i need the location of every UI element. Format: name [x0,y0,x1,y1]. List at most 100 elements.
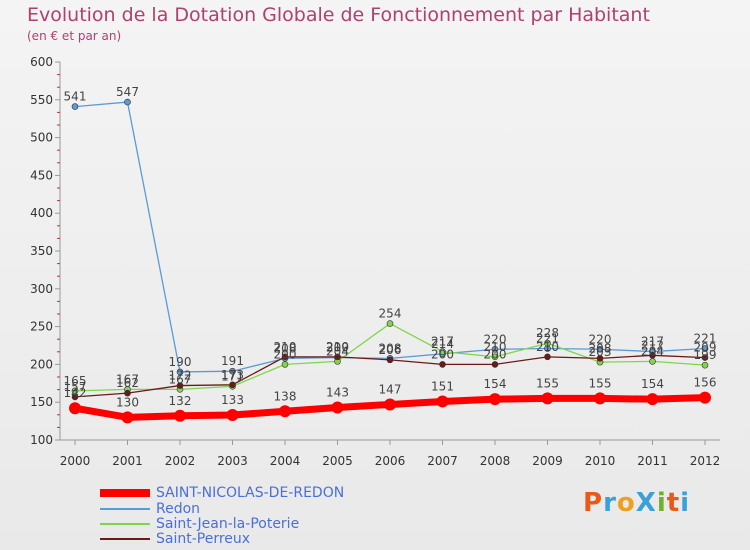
data-point [646,393,659,406]
logo-letter: i [680,488,691,518]
data-label: 154 [641,377,664,391]
data-label: 221 [694,332,717,346]
data-point [124,98,131,106]
data-point [229,367,236,375]
legend-item-saint-perreux[interactable]: Saint-Perreux [100,531,250,547]
chart-subtitle: (en € et par an) [27,29,122,43]
data-point [174,409,186,422]
logo-letter: i [656,488,667,518]
data-point [281,361,289,368]
y-tick-label: 300 [30,282,53,296]
legend-swatch [100,538,150,540]
data-label: 217 [641,335,664,349]
data-label: 209 [694,341,717,355]
data-point [384,398,396,411]
x-tick-label: 2006 [375,454,406,468]
data-point [596,355,604,362]
data-label: 142 [64,386,87,400]
data-point [701,354,709,361]
data-label: 208 [379,341,402,355]
x-tick-label: 2010 [585,454,616,468]
data-label: 220 [484,332,507,346]
proxiti-logo: ProXiti [583,488,690,518]
data-point [281,353,289,361]
chart-axes: 100 150 200 250 300 350 400 450 500 550 600 2000 200… [30,55,720,468]
data-point [226,409,239,422]
data-label: 190 [169,355,192,369]
logo-letter: t [666,488,681,518]
data-point [386,320,394,327]
x-tick-label: 2007 [427,454,458,468]
y-tick-label: 600 [30,55,53,69]
data-label: 547 [116,85,139,99]
data-point [331,401,344,414]
data-point [71,393,79,401]
x-tick-label: 2000 [60,454,91,468]
logo-letter: X [635,488,657,518]
data-point [544,353,551,361]
data-point [649,352,656,359]
data-label: 154 [484,377,507,391]
y-tick-label: 250 [30,320,53,334]
data-label: 210 [536,340,559,354]
x-tick-label: 2009 [532,454,563,468]
chart-title: Evolution de la Dotation Globale de Fonc… [27,4,650,26]
data-point [229,381,236,389]
data-point [489,393,501,406]
y-tick-label: 400 [30,206,53,220]
data-label: 162 [116,376,139,390]
data-label: 203 [589,345,612,359]
data-label: 210 [326,340,349,354]
data-point [491,345,499,353]
data-point [124,389,131,397]
chart-data-labels: 541 547 190 191 208 209 208 214 220 221 220 217 221 1… [64,85,717,409]
data-label: 199 [694,348,717,362]
data-label: 132 [169,394,192,408]
data-label: 173 [221,368,244,382]
data-label: 200 [274,347,297,361]
logo-letter: o [616,488,636,518]
data-point [596,345,604,353]
legend-label: SAINT-NICOLAS-DE-REDON [156,485,345,501]
legend-item-saint-jean-la-poterie[interactable]: Saint-Jean-la-Poterie [100,516,299,532]
data-label: 206 [379,343,402,357]
data-point [176,368,184,376]
logo-letter: r [603,488,617,518]
data-label: 209 [326,341,349,355]
data-point [649,358,656,365]
data-label: 217 [431,335,454,349]
data-label: 157 [64,380,87,394]
data-point [541,392,554,405]
legend-item-redon[interactable]: Redon [100,501,200,517]
data-point [594,392,606,405]
y-tick-label: 100 [30,433,53,447]
data-point [176,382,184,389]
data-label: 138 [274,389,297,403]
x-tick-label: 2011 [637,454,668,468]
data-label: 204 [326,344,349,358]
data-label: 214 [431,337,454,351]
data-label: 165 [64,374,87,388]
data-label: 191 [221,354,244,368]
legend-item-saint-nicolas-de-redon[interactable]: SAINT-NICOLAS-DE-REDON [100,485,344,501]
data-point [439,348,446,355]
legend-swatch [100,489,150,497]
data-label: 133 [221,393,244,407]
data-point [491,353,499,361]
data-label: 155 [589,376,612,390]
data-label: 143 [326,385,349,399]
y-tick-label: 150 [30,395,53,409]
legend-swatch [100,508,150,510]
y-tick-label: 200 [30,357,53,371]
data-label: 151 [431,379,454,393]
y-tick-label: 450 [30,168,53,182]
data-point [699,391,711,404]
data-label: 155 [536,376,559,390]
data-label: 254 [379,307,402,321]
data-point [69,402,81,415]
data-label: 221 [536,332,559,346]
data-point [439,361,446,368]
data-label: 212 [641,338,664,352]
